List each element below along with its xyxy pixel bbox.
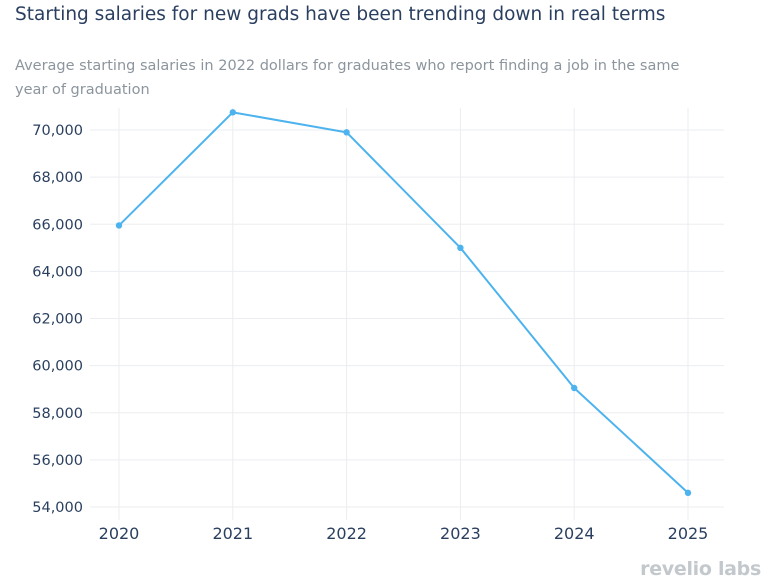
data-point[interactable] [571,384,578,392]
x-tick-label: 2024 [554,524,595,543]
x-axis-ticks: 2020 2021 2022 2023 2024 2025 [99,524,709,543]
data-point[interactable] [343,129,350,136]
x-tick-label: 2020 [99,524,140,543]
data-point[interactable] [457,244,464,252]
y-axis-ticks: 54,000 56,000 58,000 60,000 62,000 64,000 66,0… [32,123,83,516]
data-point[interactable] [229,109,236,116]
series-line [118,111,689,494]
x-tick-label: 2022 [326,524,367,543]
data-point[interactable] [684,489,692,497]
y-tick-label: 64,000 [32,264,83,280]
series [115,109,692,497]
chart-subtitle: Average starting salaries in 2022 dollar… [15,58,680,98]
x-tick-label: 2023 [440,524,481,543]
y-tick-label: 56,000 [32,453,83,469]
y-tick-label: 70,000 [32,123,83,139]
y-tick-label: 68,000 [32,170,83,186]
y-tick-label: 60,000 [32,359,83,375]
revelio-labs-logo: revelio labs [640,558,761,580]
y-tick-label: 62,000 [32,312,83,328]
y-tick-label: 54,000 [32,500,83,516]
data-point[interactable] [115,222,123,229]
y-tick-label: 66,000 [32,217,83,233]
chart-title: Starting salaries for new grads have bee… [15,4,666,25]
y-tick-label: 58,000 [32,406,83,422]
x-tick-label: 2021 [212,524,253,543]
x-tick-label: 2025 [668,524,709,543]
gridlines [90,108,724,520]
